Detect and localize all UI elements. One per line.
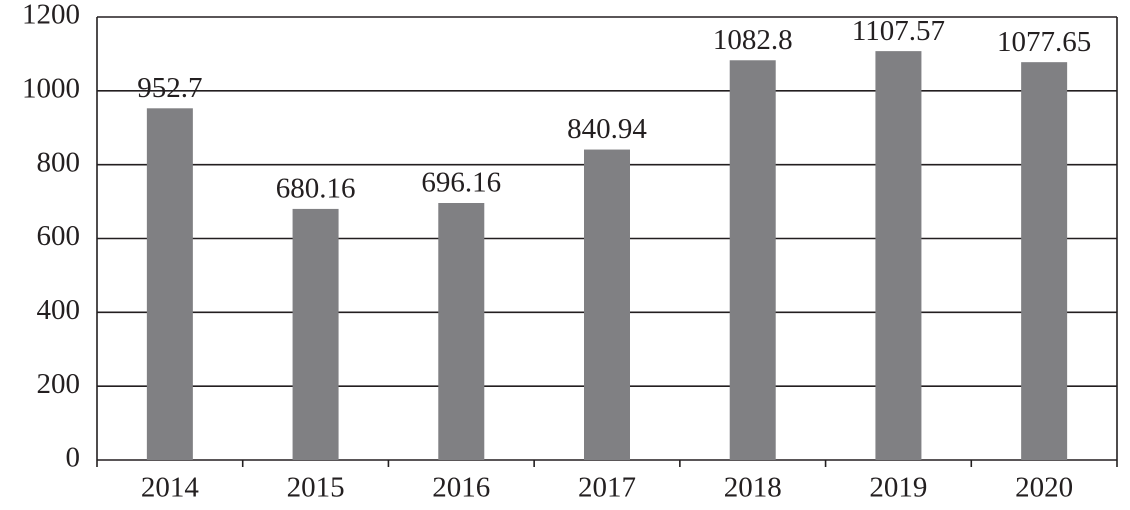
bar [729,60,776,461]
value-label: 696.16 [421,167,501,199]
x-tick-label: 2016 [432,472,490,504]
x-tick-label: 2019 [869,472,927,504]
y-tick-label: 800 [37,146,81,178]
value-label: 680.16 [276,173,356,205]
y-tick-label: 0 [66,442,81,474]
x-tick-label: 2014 [141,472,200,504]
x-tick-label: 2020 [1015,472,1073,504]
bar [1021,62,1068,460]
bar [146,108,193,460]
value-label: 1082.8 [713,24,793,56]
value-label: 1077.65 [997,26,1091,58]
y-tick-label: 1200 [22,0,80,31]
value-label: 840.94 [567,113,647,145]
value-label: 1107.57 [852,15,945,47]
y-tick-label: 400 [37,294,81,326]
bar [584,149,630,460]
bar [292,208,339,460]
x-tick-label: 2018 [724,472,782,504]
y-tick-label: 600 [37,220,81,252]
bar [875,51,922,461]
x-tick-label: 2017 [578,472,636,504]
x-tick-label: 2015 [287,472,345,504]
y-tick-label: 1000 [22,72,80,104]
y-tick-label: 200 [37,368,81,400]
value-label: 952.7 [137,72,202,104]
bar [438,203,485,461]
